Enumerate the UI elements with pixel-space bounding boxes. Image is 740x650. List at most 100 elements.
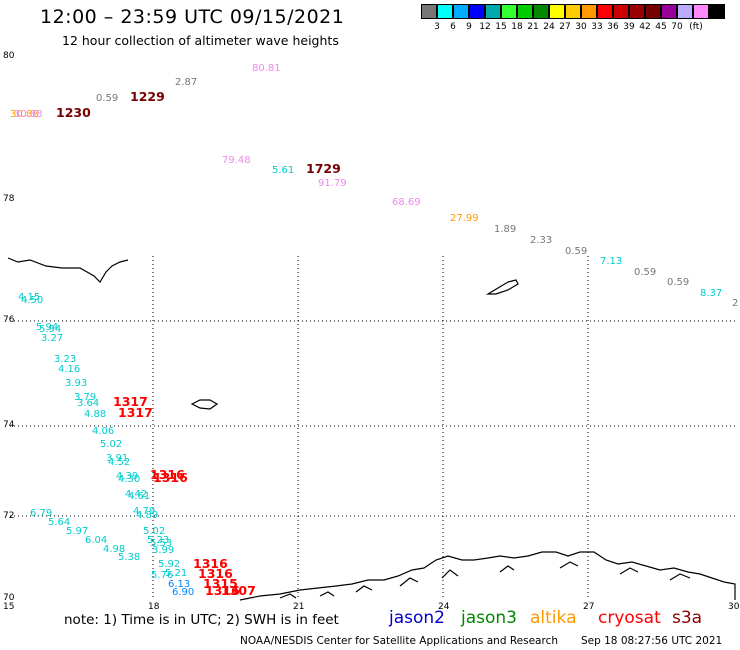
wave-height-label: 6.90 <box>172 587 194 598</box>
wave-height-label: 4.16 <box>58 364 80 375</box>
scale-label: 42 <box>639 22 651 32</box>
pass-time-label: 1316 <box>193 556 228 571</box>
norway-islands <box>279 561 691 599</box>
scale-swatch <box>709 4 725 19</box>
wave-height-label: 3.27 <box>41 333 63 344</box>
pass-time-label: 1317 <box>113 394 148 409</box>
wave-height-label: 2 <box>732 298 738 309</box>
wave-height-label: 91.79 <box>318 178 347 189</box>
wave-height-label: 4.79 <box>133 506 155 517</box>
satellite-jason3: jason3 <box>461 608 517 628</box>
scale-swatch <box>533 4 549 19</box>
lat-label: 72 <box>3 511 14 521</box>
scale-label: 9 <box>466 22 472 32</box>
scale-swatch <box>469 4 485 19</box>
wave-height-label: 5.53 <box>150 538 172 549</box>
scale-unit: (ft) <box>689 22 703 32</box>
scale-swatch <box>485 4 501 19</box>
wave-height-label: 6.79 <box>30 508 52 519</box>
lat-label: 74 <box>3 420 15 430</box>
scale-label: 12 <box>479 22 491 32</box>
scale-swatch <box>517 4 533 19</box>
scale-label: 18 <box>511 22 523 32</box>
wave-height-label: 3.93 <box>65 378 87 389</box>
wave-height-label: 4.30 <box>118 474 140 485</box>
scale-label: 24 <box>543 22 555 32</box>
wave-height-label: 5.97 <box>66 526 88 537</box>
wave-height-label: 5.02 <box>100 439 122 450</box>
wave-height-label: 4.89 <box>136 510 158 521</box>
wave-height-label: 4.98 <box>103 544 125 555</box>
lon-label: 27 <box>583 602 594 612</box>
scale-swatch <box>613 4 629 19</box>
lat-label: 78 <box>3 194 15 204</box>
graticule <box>10 256 735 600</box>
scale-label: 21 <box>527 22 539 32</box>
wave-height-label: 5.76 <box>151 570 173 581</box>
wave-height-label: 4.15 <box>18 292 40 303</box>
wave-height-label: 7.13 <box>600 256 622 267</box>
wave-height-label: 3.79 <box>74 392 96 403</box>
scale-label: 27 <box>559 22 571 32</box>
wave-height-label: 2.87 <box>175 77 197 88</box>
wave-height-label: 4.42 <box>125 489 147 500</box>
wave-height-label: 5.23 <box>147 535 169 546</box>
page-subtitle: 12 hour collection of altimeter wave hei… <box>62 33 339 48</box>
wave-height-label: 6.13 <box>168 579 190 590</box>
scale-swatch <box>565 4 581 19</box>
scale-swatch <box>677 4 693 19</box>
wave-height-label: 6.04 <box>85 535 107 546</box>
scale-label: 36 <box>607 22 619 32</box>
latitude-labels: 80 78 76 74 72 70 <box>3 51 15 603</box>
scale-label: 15 <box>495 22 507 32</box>
pass-time-label: 1230 <box>56 105 91 120</box>
wave-height-label: 5.94 <box>39 324 61 335</box>
wave-height-label: 5.61 <box>272 165 294 176</box>
scale-swatch <box>645 4 661 19</box>
lat-label: 76 <box>3 315 15 325</box>
page-title: 12:00 – 23:59 UTC 09/15/2021 <box>40 6 345 28</box>
norway-coast <box>239 551 736 601</box>
pass-time-label: 1229 <box>130 89 165 104</box>
scale-swatch <box>421 4 437 19</box>
pass-time-label: 1316 <box>153 470 188 485</box>
scale-swatch <box>501 4 517 19</box>
wave-height-label: 8.37 <box>700 288 722 299</box>
lon-label: 24 <box>438 602 450 612</box>
wave-height-label: 5.94 <box>36 322 58 333</box>
scale-label: 3 <box>434 22 440 32</box>
scale-swatch <box>661 4 677 19</box>
wave-height-label: 5.64 <box>48 517 70 528</box>
footer-note: note: 1) Time is in UTC; 2) SWH is in fe… <box>64 612 339 628</box>
coastline <box>7 257 736 601</box>
scale-swatch <box>597 4 613 19</box>
wave-height-label: 68.69 <box>392 197 421 208</box>
wave-height-label: 30.88 <box>10 109 39 120</box>
satellite-altika: altika <box>530 608 577 628</box>
scale-label: 70 <box>671 22 683 32</box>
scale-label: 33 <box>591 22 603 32</box>
scale-swatch <box>453 4 469 19</box>
satellite-cryosat: cryosat <box>598 608 661 628</box>
wave-height-label: 0.59 <box>634 267 656 278</box>
wave-height-label: 3.64 <box>77 398 99 409</box>
timestamp-text: Sep 18 08:27:56 UTC 2021 <box>581 635 723 647</box>
wave-height-label: 1.89 <box>494 224 516 235</box>
scale-label: 39 <box>623 22 635 32</box>
scale-swatch <box>549 4 565 19</box>
kong-karls-land <box>485 279 519 295</box>
wave-height-label: 4.52 <box>108 457 130 468</box>
wave-height-label: 3.91 <box>106 453 128 464</box>
lon-label: 30 <box>728 602 740 612</box>
lat-label: 70 <box>3 593 15 603</box>
lon-label: 15 <box>3 602 14 612</box>
wave-height-label: 5.92 <box>158 559 180 570</box>
scale-label: 30 <box>575 22 587 32</box>
scale-label: 45 <box>655 22 667 32</box>
bjornoya <box>190 399 219 410</box>
scale-swatch <box>437 4 453 19</box>
scale-swatch <box>581 4 597 19</box>
scale-swatch <box>629 4 645 19</box>
wave-height-label: 5.21 <box>165 568 187 579</box>
